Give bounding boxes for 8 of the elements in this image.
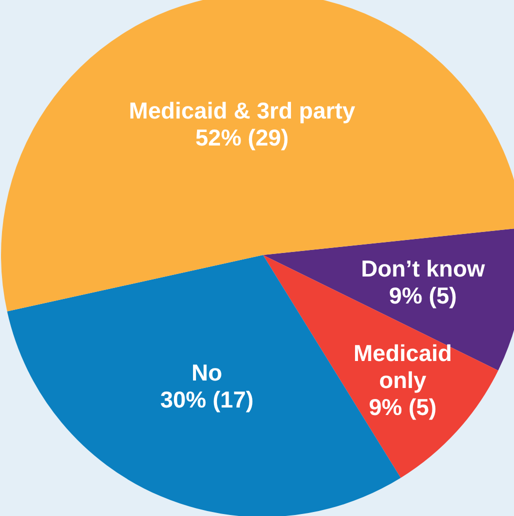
slice-label: No — [192, 360, 222, 386]
data-label: 30% (17) — [160, 386, 254, 413]
slice-label: Medicaid only — [354, 340, 452, 394]
slice-label: Don’t know — [360, 255, 486, 282]
slice-label: Medicaid & 3rd party — [128, 98, 356, 124]
data-label: 52% (29) — [195, 124, 289, 151]
data-label: 9% (5) — [389, 282, 457, 308]
data-label: 9% (5) — [368, 394, 437, 420]
